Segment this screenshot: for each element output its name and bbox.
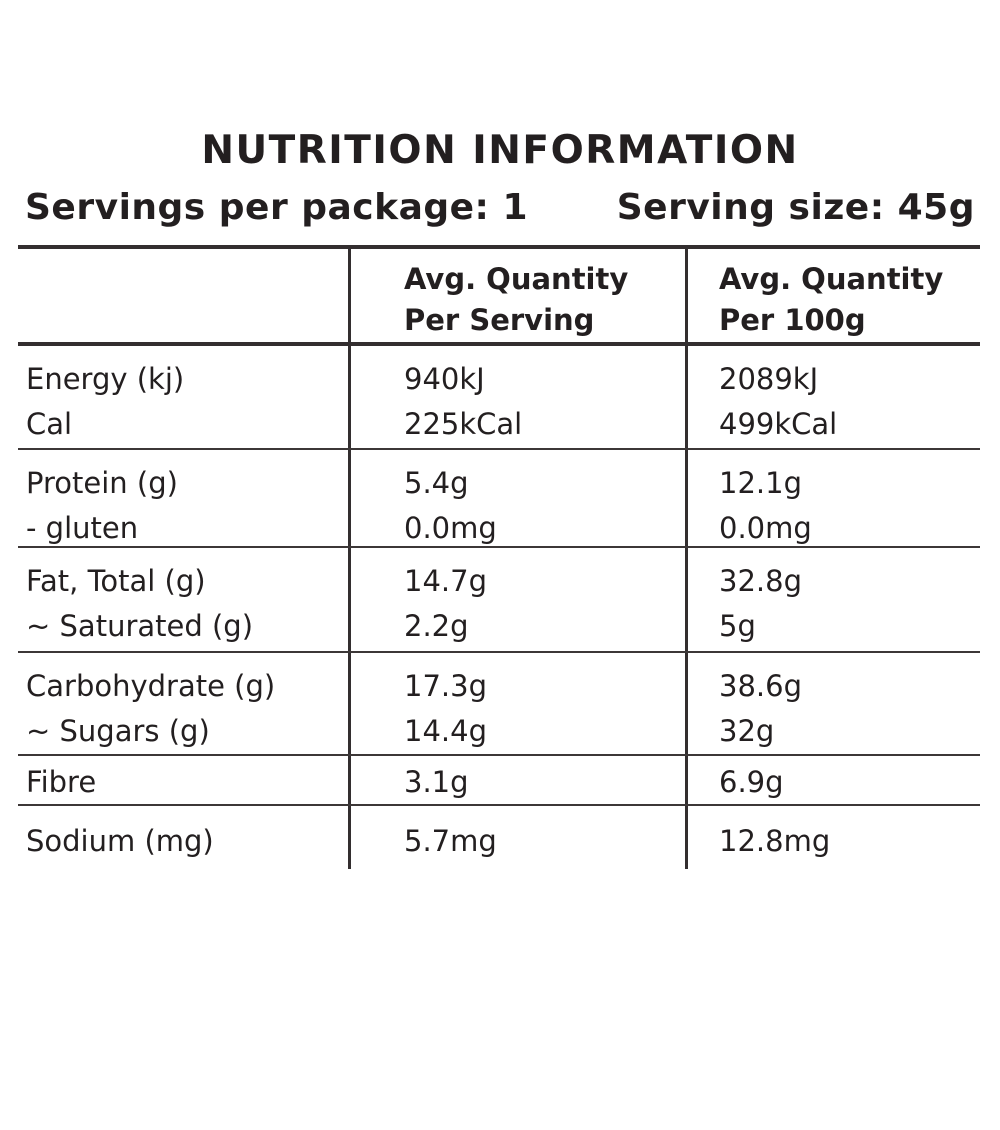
table-row-energy: Energy (kj) Cal 940kJ 225kCal 2089kJ 499… <box>18 345 980 450</box>
label-line: - gluten <box>26 510 139 545</box>
row-per-serving-value: 940kJ 225kCal <box>348 345 685 448</box>
header-per-serving: Avg. Quantity Per Serving <box>348 248 685 342</box>
header-per-100g: Avg. Quantity Per 100g <box>685 248 980 342</box>
label-line: Protein (g) <box>26 465 178 500</box>
value-line: 2089kJ <box>719 361 819 396</box>
label-line: Carbohydrate (g) <box>26 668 276 703</box>
value-line: 14.7g <box>404 563 487 598</box>
table-row-fat: Fat, Total (g) ~ Saturated (g) 14.7g 2.2… <box>18 547 980 653</box>
table-row-protein: Protein (g) - gluten 5.4g 0.0mg 12.1g 0.… <box>18 449 980 548</box>
row-per-100g-value: 32.8g 5g <box>685 547 980 651</box>
value-line: 17.3g <box>404 668 487 703</box>
value-line: 0.0mg <box>719 510 812 545</box>
value-line: 6.9g <box>719 764 784 799</box>
value-line: 2.2g <box>404 608 469 643</box>
header-per-100g-line2: Per 100g <box>719 302 866 337</box>
value-line: 38.6g <box>719 668 802 703</box>
value-line: 32.8g <box>719 563 802 598</box>
row-label: Energy (kj) Cal <box>18 346 348 448</box>
nutrition-label-panel: NUTRITION INFORMATION Servings per packa… <box>0 128 1000 1130</box>
header-per-100g-line1: Avg. Quantity <box>719 261 944 296</box>
value-line: 5g <box>719 608 756 643</box>
row-label: Fat, Total (g) ~ Saturated (g) <box>18 548 348 651</box>
value-line: 14.4g <box>404 713 487 748</box>
label-line: Cal <box>26 406 73 441</box>
table-row-fibre: Fibre 3.1g 6.9g <box>18 755 980 806</box>
label-line: Fat, Total (g) <box>26 563 206 598</box>
nutrition-table: Avg. Quantity Per Serving Avg. Quantity … <box>18 244 980 869</box>
row-per-100g-value: 12.1g 0.0mg <box>685 449 980 546</box>
label-line: ~ Sugars (g) <box>26 713 210 748</box>
value-line: 12.8mg <box>719 823 831 858</box>
label-line: Fibre <box>26 764 97 799</box>
row-label: Sodium (mg) <box>18 806 348 869</box>
value-line: 5.7mg <box>404 823 497 858</box>
header-per-serving-line2: Per Serving <box>404 302 595 337</box>
value-line: 499kCal <box>719 406 838 441</box>
value-line: 32g <box>719 713 775 748</box>
panel-title: NUTRITION INFORMATION <box>201 128 799 173</box>
value-line: 225kCal <box>404 406 523 441</box>
row-per-100g-value: 38.6g 32g <box>685 652 980 754</box>
header-nutrient-column <box>18 249 348 342</box>
header-per-serving-line1: Avg. Quantity <box>404 261 629 296</box>
table-header-row: Avg. Quantity Per Serving Avg. Quantity … <box>18 248 980 346</box>
servings-per-package-text: Servings per package: 1 <box>25 186 529 228</box>
row-label: Carbohydrate (g) ~ Sugars (g) <box>18 653 348 754</box>
row-label: Fibre <box>18 756 348 804</box>
value-line: 12.1g <box>719 465 802 500</box>
label-line: Sodium (mg) <box>26 823 214 858</box>
value-line: 5.4g <box>404 465 469 500</box>
table-row-carbohydrate: Carbohydrate (g) ~ Sugars (g) 17.3g 14.4… <box>18 652 980 756</box>
row-per-serving-value: 5.7mg <box>348 805 685 869</box>
row-per-serving-value: 14.7g 2.2g <box>348 547 685 651</box>
serving-size-text: Serving size: 45g <box>616 186 975 228</box>
value-line: 0.0mg <box>404 510 497 545</box>
label-line: Energy (kj) <box>26 361 185 396</box>
value-line: 940kJ <box>404 361 485 396</box>
row-per-100g-value: 2089kJ 499kCal <box>685 345 980 448</box>
value-line: 3.1g <box>404 764 469 799</box>
label-line: ~ Saturated (g) <box>26 608 254 643</box>
serving-info-line: Servings per package: 1 Serving size: 45… <box>0 187 1000 228</box>
row-per-serving-value: 5.4g 0.0mg <box>348 449 685 546</box>
row-per-100g-value: 12.8mg <box>685 805 980 869</box>
table-row-sodium: Sodium (mg) 5.7mg 12.8mg <box>18 805 980 869</box>
row-per-serving-value: 17.3g 14.4g <box>348 652 685 754</box>
row-label: Protein (g) - gluten <box>18 450 348 546</box>
row-per-serving-value: 3.1g <box>348 755 685 804</box>
row-per-100g-value: 6.9g <box>685 755 980 804</box>
